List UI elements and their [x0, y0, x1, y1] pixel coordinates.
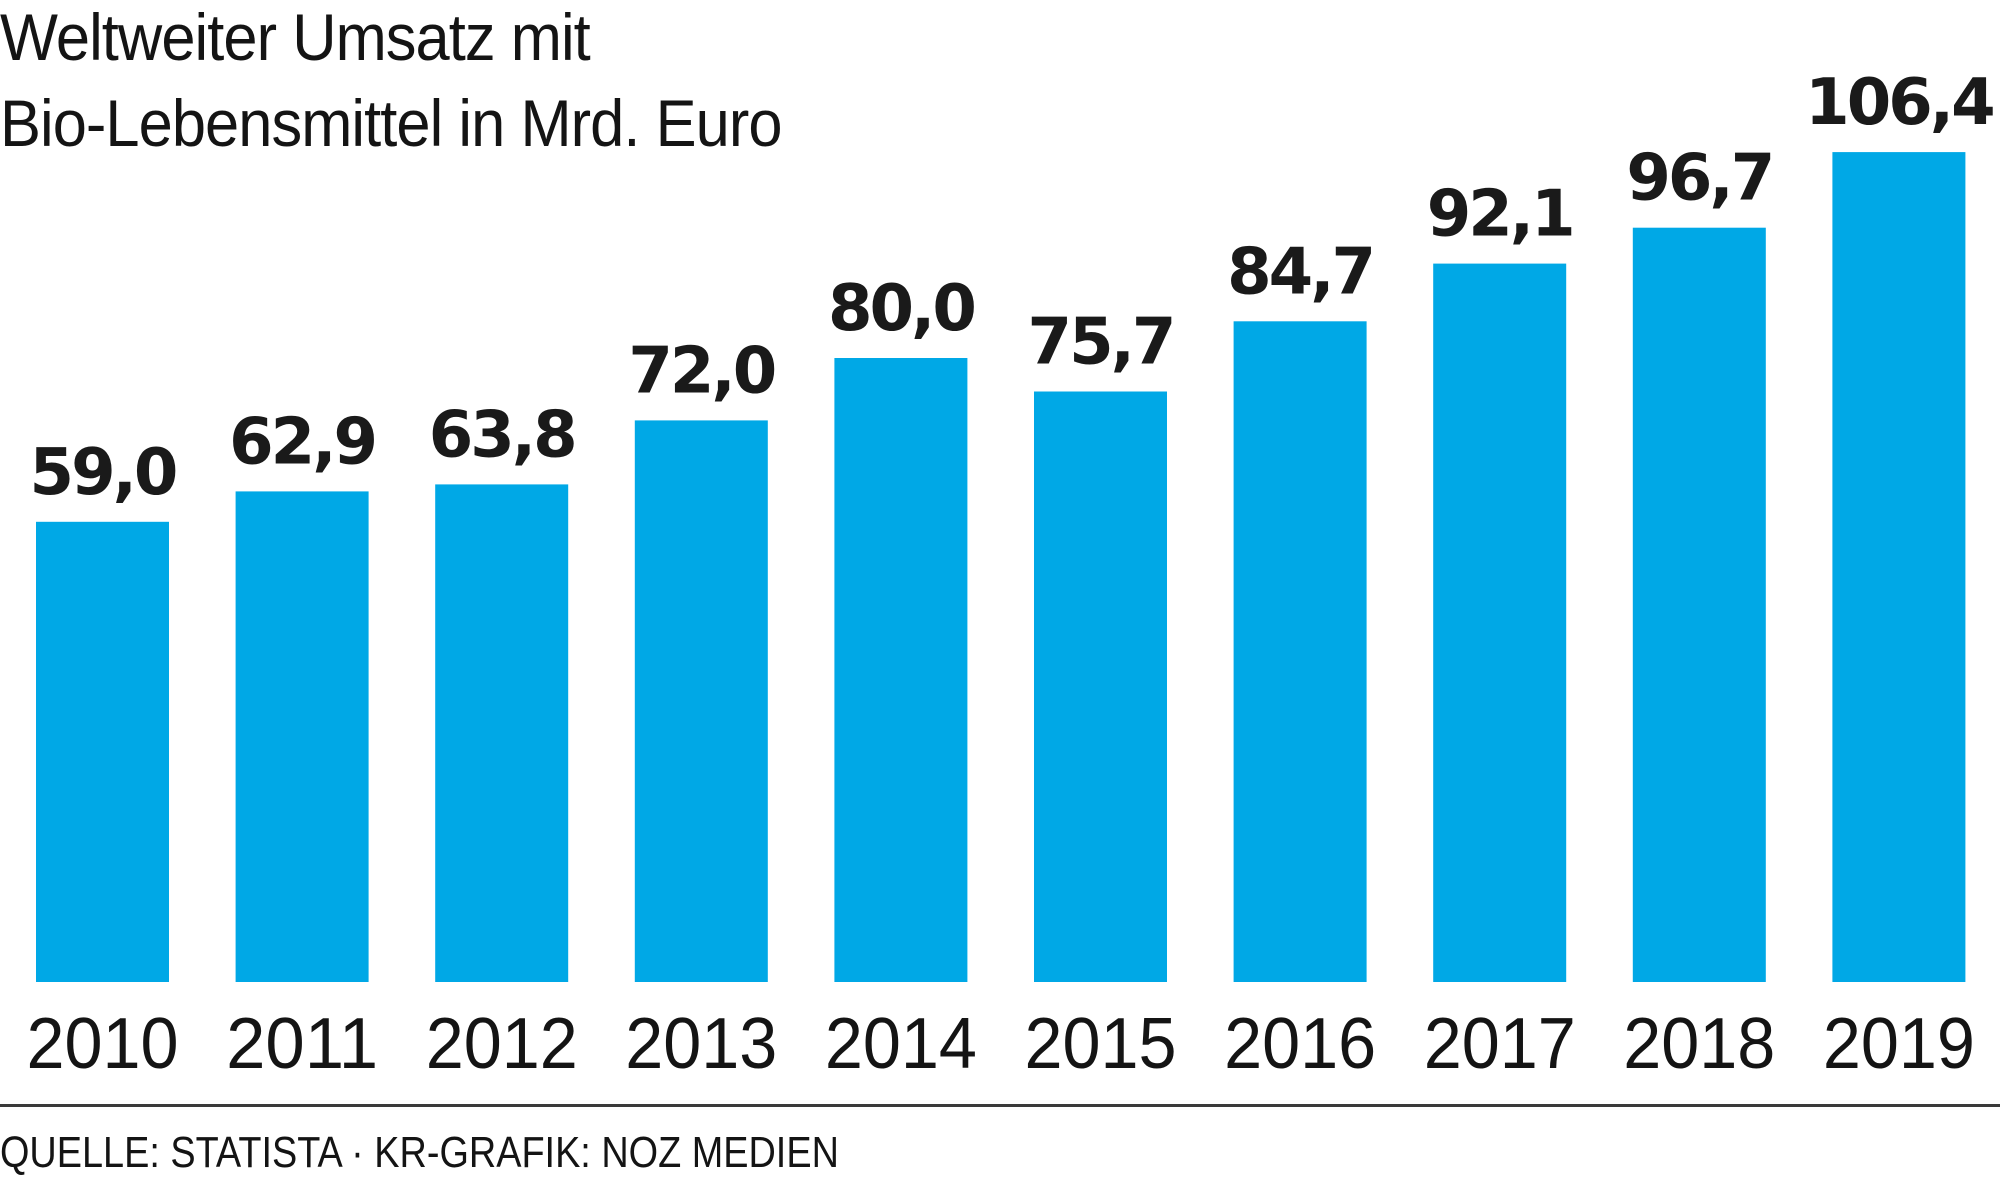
footer-separator: [0, 1104, 2000, 1107]
value-label-2012: 63,8: [429, 398, 575, 472]
x-axis-labels-group: 2010 2011 2012 2013 2014 2015 2016 2017 2018 2019: [27, 1004, 1975, 1084]
bar-2011: [235, 491, 369, 982]
bar-2013: [634, 420, 768, 982]
bar-2010: [36, 521, 169, 982]
x-axis-label-2014: 2014: [825, 1004, 977, 1084]
value-labels-group: 59,0 62,9 63,8 72,0 80,0 75,7 84,7 92,1 96,7 106,…: [30, 66, 1997, 510]
bar-2016: [1233, 321, 1367, 982]
x-axis-label-2013: 2013: [625, 1004, 777, 1084]
bar-2012: [435, 484, 569, 982]
value-label-2016: 84,7: [1227, 235, 1373, 309]
bar-chart: 59,0 62,9 63,8 72,0 80,0 75,7 84,7 92,1 96,7 106,…: [27, 66, 1997, 1084]
x-axis-label-2012: 2012: [426, 1004, 578, 1084]
bar-2018: [1632, 227, 1766, 982]
bar-2019: [1832, 152, 1966, 983]
x-axis-label-2017: 2017: [1424, 1004, 1576, 1084]
value-label-2018: 96,7: [1626, 142, 1772, 216]
x-axis-label-2011: 2011: [226, 1004, 378, 1084]
value-label-2017: 92,1: [1427, 178, 1573, 252]
chart-title-line-1: Weltweiter Umsatz mit: [0, 0, 591, 74]
chart-title: Weltweiter Umsatz mit Bio-Lebensmittel i…: [0, 0, 782, 166]
value-label-2010: 59,0: [30, 436, 176, 510]
x-axis-label-2015: 2015: [1025, 1004, 1177, 1084]
value-label-2011: 62,9: [229, 405, 375, 479]
value-label-2014: 80,0: [828, 272, 974, 346]
x-axis-label-2010: 2010: [27, 1004, 179, 1084]
x-axis-label-2018: 2018: [1623, 1004, 1775, 1084]
bar-2017: [1433, 263, 1567, 983]
value-label-2015: 75,7: [1028, 306, 1174, 380]
bar-2014: [834, 358, 968, 982]
source-credit: QUELLE: STATISTA · KR-GRAFIK: NOZ MEDIEN: [0, 1128, 839, 1177]
value-label-2019: 106,4: [1805, 66, 1993, 140]
x-axis-label-2016: 2016: [1224, 1004, 1376, 1084]
value-label-2013: 72,0: [628, 334, 774, 408]
bars-group: [36, 152, 1966, 983]
x-axis-label-2019: 2019: [1823, 1004, 1975, 1084]
bar-2015: [1034, 391, 1167, 982]
chart-title-line-2: Bio-Lebensmittel in Mrd. Euro: [0, 86, 782, 160]
